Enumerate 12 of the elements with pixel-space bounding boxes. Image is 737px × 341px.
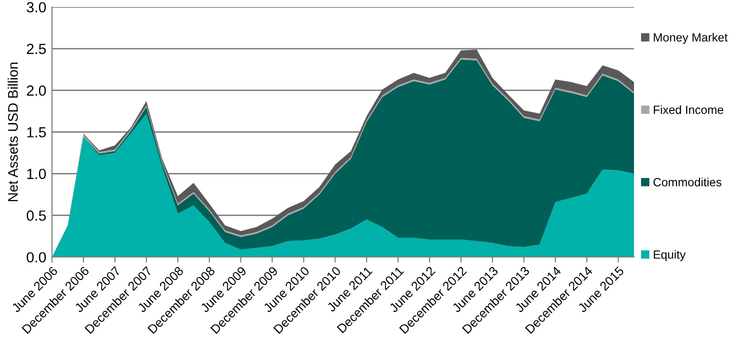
y-tick-label: 1.0 <box>27 168 46 180</box>
y-tick-label: 2.0 <box>26 85 46 96</box>
y-tick-label: 0.5 <box>26 210 46 221</box>
legend-label: Equity <box>654 250 686 262</box>
y-tick-label: 3.0 <box>26 2 46 12</box>
legend-label: Fixed Income <box>654 105 724 114</box>
y-tick-label: 0.0 <box>26 252 46 262</box>
legend-label: Money Market <box>654 32 728 44</box>
legend-label: Commodities <box>653 178 722 186</box>
y-tick-label: 1.5 <box>27 127 46 138</box>
y-axis-title: Net Assets USD Billion <box>8 62 18 202</box>
y-tick-label: 2.5 <box>26 44 46 54</box>
